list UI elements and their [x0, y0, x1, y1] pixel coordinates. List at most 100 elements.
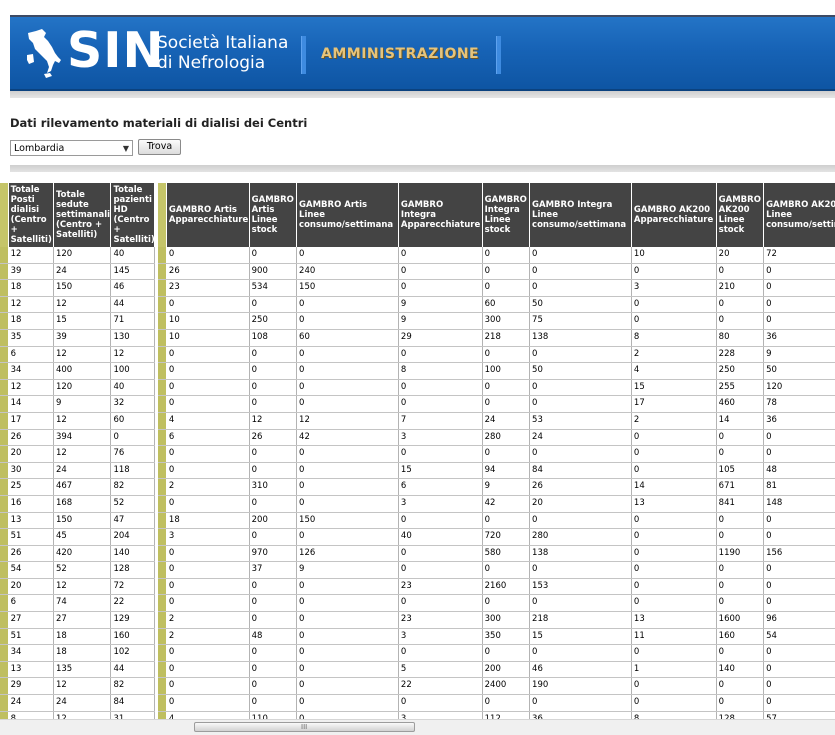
- table-cell: 394: [53, 429, 112, 447]
- table-cell: 0: [631, 561, 717, 579]
- table-cell: 4: [166, 711, 250, 719]
- table-row: 29 12 82 0 0 0 22 2400 190 0 0 0: [0, 677, 835, 696]
- table-cell: 18: [8, 312, 54, 330]
- table-cell: 0: [763, 661, 835, 679]
- table-cell: 190: [529, 677, 632, 696]
- row-gap: [154, 462, 159, 479]
- table-cell: 26: [8, 429, 54, 447]
- table-cell: 120: [53, 379, 112, 397]
- column-header: GAMBRO Integra Linee stock: [482, 183, 531, 247]
- sin-logo-text: SIN: [67, 22, 165, 79]
- row-marker: [0, 628, 9, 646]
- column-header: GAMBRO AK200 Linee stock: [716, 183, 765, 247]
- table-cell: 4: [631, 362, 717, 380]
- table-cell: 71: [110, 312, 155, 330]
- row-gap: [154, 346, 159, 363]
- data-table-container[interactable]: Totale Posti dialisi (Centro + Satelliti…: [0, 183, 835, 719]
- scrollbar-thumb[interactable]: III: [194, 722, 415, 732]
- table-cell: 81: [763, 478, 835, 496]
- table-cell: 0: [398, 694, 483, 712]
- table-cell: 26: [8, 545, 54, 563]
- table-cell: 100: [482, 362, 531, 380]
- table-cell: 720: [482, 528, 531, 546]
- row-marker: [0, 445, 9, 463]
- table-cell: 0: [482, 445, 531, 463]
- table-cell: 31: [110, 711, 155, 719]
- table-cell: 150: [296, 512, 399, 530]
- region-select[interactable]: Lombardia ▼: [10, 140, 133, 156]
- table-cell: 120: [763, 379, 835, 397]
- table-cell: 12: [53, 346, 112, 364]
- table-row: 35 39 130 10 108 60 29 218 138 8 80 36: [0, 329, 835, 347]
- table-cell: 0: [631, 263, 717, 281]
- table-cell: 23: [398, 578, 483, 596]
- table-cell: 51: [8, 528, 54, 546]
- column-header: GAMBRO Integra Apparecchiature: [398, 183, 483, 247]
- table-cell: 0: [763, 594, 835, 613]
- table-cell: 0: [763, 561, 835, 579]
- table-row: 12 12 44 0 0 0 9 60 50 0 0 0: [0, 296, 835, 314]
- table-cell: 112: [482, 711, 531, 719]
- table-cell: 17: [631, 395, 717, 413]
- table-cell: 0: [631, 694, 717, 712]
- table-cell: 82: [110, 478, 155, 496]
- table-cell: 76: [110, 445, 155, 463]
- search-button[interactable]: Trova: [138, 139, 181, 155]
- table-cell: 48: [763, 462, 835, 480]
- table-cell: 153: [529, 578, 632, 596]
- page-title: Dati rilevamento materiali di dialisi de…: [10, 116, 308, 130]
- table-cell: 0: [249, 362, 298, 380]
- row-gap: [154, 594, 159, 612]
- table-cell: 0: [763, 445, 835, 463]
- table-cell: 23: [398, 611, 483, 629]
- table-cell: 0: [166, 346, 250, 364]
- table-cell: 2160: [482, 578, 531, 596]
- row-marker: [0, 578, 9, 596]
- table-cell: 218: [482, 329, 531, 347]
- table-cell: 0: [631, 445, 717, 463]
- row-marker: [158, 694, 167, 712]
- table-cell: 40: [110, 379, 155, 397]
- table-row: 16 168 52 0 0 0 3 42 20 13 841 148: [0, 495, 835, 513]
- table-cell: 3: [631, 279, 717, 297]
- row-marker: [0, 346, 9, 364]
- table-cell: 0: [631, 644, 717, 662]
- row-marker: [158, 329, 167, 347]
- table-cell: 0: [716, 429, 765, 447]
- table-cell: 280: [529, 528, 632, 546]
- table-cell: 6: [398, 478, 483, 496]
- organization-name-line1: Società Italiana: [157, 33, 289, 53]
- row-marker: [158, 279, 167, 297]
- table-row: 51 45 204 3 0 0 40 720 280 0 0 0: [0, 528, 835, 546]
- chevron-down-icon: ▼: [122, 144, 129, 153]
- horizontal-scrollbar[interactable]: III: [0, 719, 835, 735]
- table-cell: 0: [482, 279, 531, 297]
- table-cell: 15: [53, 312, 112, 330]
- table-row: 34 18 102 0 0 0 0 0 0 0 0 0: [0, 644, 835, 662]
- row-marker: [158, 312, 167, 330]
- table-cell: 3: [398, 711, 483, 719]
- table-cell: 671: [716, 478, 765, 496]
- table-cell: 12: [53, 711, 112, 719]
- separator-bar-bottom: [10, 165, 835, 172]
- table-cell: 50: [529, 362, 632, 380]
- row-gap: [154, 611, 159, 629]
- table-cell: 128: [110, 561, 155, 579]
- table-cell: 9: [398, 312, 483, 330]
- table-cell: 0: [529, 379, 632, 397]
- table-cell: 50: [529, 296, 632, 314]
- table-cell: 0: [249, 661, 298, 679]
- table-cell: 26: [249, 429, 298, 447]
- row-marker: [158, 445, 167, 463]
- table-cell: 80: [716, 329, 765, 347]
- table-cell: 0: [296, 296, 399, 314]
- row-gap: [154, 279, 159, 297]
- table-cell: 0: [249, 379, 298, 397]
- table-cell: 78: [763, 395, 835, 413]
- table-row: 14 9 32 0 0 0 0 0 0 17 460 78: [0, 395, 835, 413]
- table-cell: 0: [631, 578, 717, 596]
- table-cell: 47: [110, 512, 155, 530]
- table-cell: 50: [763, 362, 835, 380]
- row-marker: [0, 296, 9, 314]
- table-cell: 10: [166, 329, 250, 347]
